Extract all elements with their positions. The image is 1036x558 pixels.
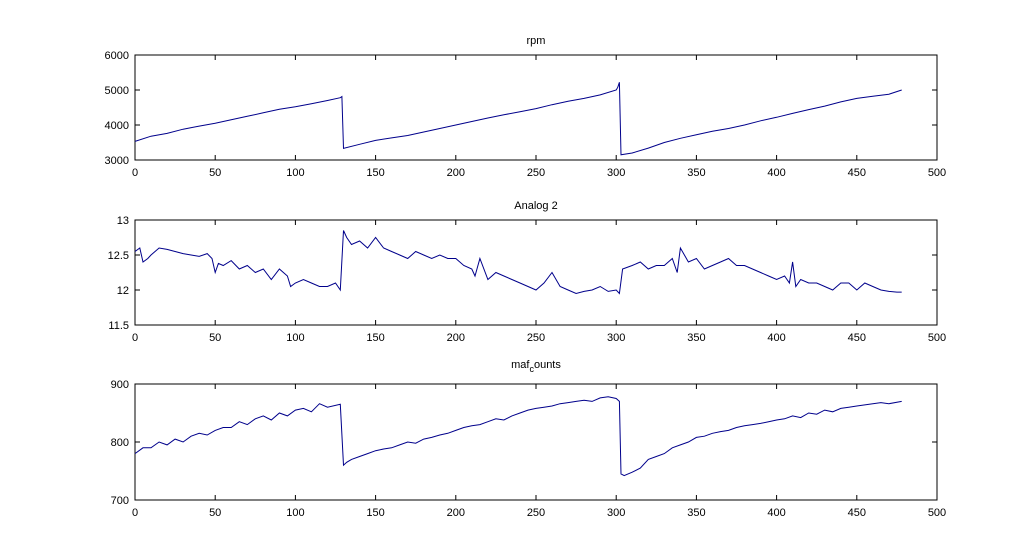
x-tick-label: 350 — [687, 507, 705, 519]
x-tick-label: 450 — [848, 332, 866, 344]
subplot-1: 0 50 100 150 200 250 300 350 400 450 500 3000 4000 50… — [105, 35, 947, 179]
x-tick-label: 350 — [687, 332, 705, 344]
x-tick-label: 150 — [366, 167, 384, 179]
x-tick-label: 300 — [607, 507, 625, 519]
y-tick-label: 4000 — [105, 120, 129, 132]
title-tail: ounts — [534, 359, 561, 371]
x-tick-label: 50 — [209, 507, 221, 519]
axes-frame — [134, 383, 938, 501]
y-tick-label: 13 — [117, 215, 129, 227]
x-tick-label: 0 — [132, 507, 138, 519]
x-tick-label: 350 — [687, 167, 705, 179]
subplot-title: Analog 2 — [514, 200, 557, 212]
y-tick-label: 6000 — [105, 50, 129, 62]
y-tick-label: 900 — [111, 379, 129, 391]
axes-frame — [134, 54, 938, 161]
x-tick-label: 150 — [366, 332, 384, 344]
x-tick-label: 500 — [928, 507, 946, 519]
x-tick-label: 250 — [527, 332, 545, 344]
x-tick-label: 300 — [607, 167, 625, 179]
series-line — [134, 230, 902, 295]
y-tick-label: 800 — [111, 437, 129, 449]
x-tick-label: 150 — [366, 507, 384, 519]
axes-frame — [134, 219, 938, 326]
x-tick-label: 50 — [209, 167, 221, 179]
x-tick-label: 400 — [767, 167, 785, 179]
title-subscript: c — [529, 364, 534, 374]
x-tick-label: 200 — [447, 332, 465, 344]
subplot-3: 0 50 100 150 200 250 300 350 400 450 500 700 800 900 m… — [111, 359, 947, 519]
x-tick-label: 200 — [447, 507, 465, 519]
y-tick-label: 700 — [111, 495, 129, 507]
subplot-title: rpm — [527, 35, 546, 47]
x-tick-label: 400 — [767, 507, 785, 519]
x-tick-label: 300 — [607, 332, 625, 344]
y-tick-label: 12.5 — [108, 250, 129, 262]
x-tick-label: 200 — [447, 167, 465, 179]
x-tick-label: 100 — [286, 167, 304, 179]
x-tick-label: 100 — [286, 332, 304, 344]
y-tick-label: 11.5 — [108, 320, 129, 332]
x-tick-label: 500 — [928, 332, 946, 344]
x-tick-label: 400 — [767, 332, 785, 344]
x-tick-label: 50 — [209, 332, 221, 344]
y-tick-label: 3000 — [105, 155, 129, 167]
subplot-title: mafcounts — [511, 359, 561, 374]
x-tick-label: 450 — [848, 507, 866, 519]
x-tick-label: 250 — [527, 507, 545, 519]
x-tick-label: 100 — [286, 507, 304, 519]
x-tick-label: 450 — [848, 167, 866, 179]
series-line — [134, 396, 902, 477]
series-line — [134, 82, 902, 156]
x-tick-label: 250 — [527, 167, 545, 179]
x-tick-label: 0 — [132, 167, 138, 179]
x-tick-label: 500 — [928, 167, 946, 179]
title-main: maf — [511, 359, 530, 371]
y-tick-label: 5000 — [105, 85, 129, 97]
subplot-2: 0 50 100 150 200 250 300 350 400 450 500 11.5 12 12.5… — [108, 200, 947, 344]
y-tick-label: 12 — [117, 285, 129, 297]
x-tick-label: 0 — [132, 332, 138, 344]
